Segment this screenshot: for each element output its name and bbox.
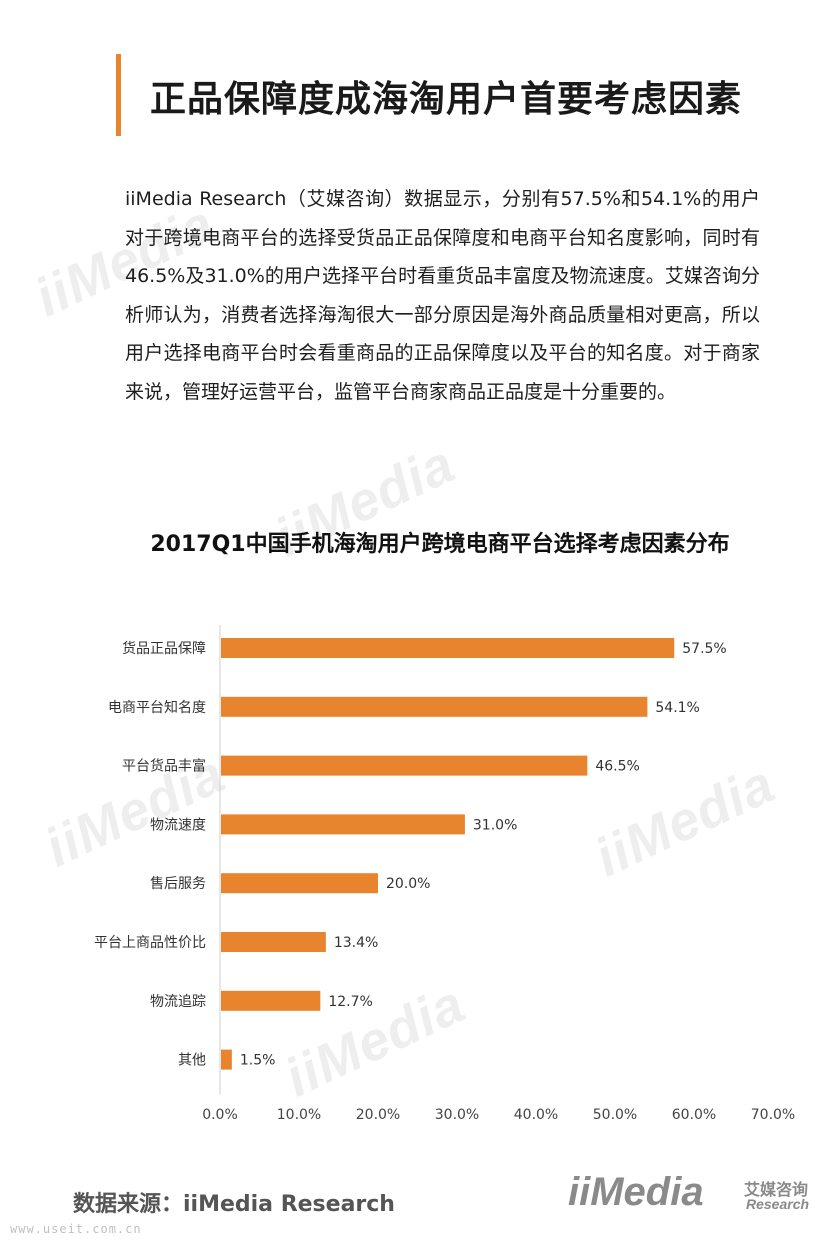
bar-chart: 货品正品保障 57.5% 电商平台知名度 54.1% 平台货品丰富 46.5% 物流速度 31… <box>94 625 795 1123</box>
value-label: 31.0% <box>473 817 517 833</box>
intro-paragraph: iiMedia Research（艾媒咨询）数据显示，分别有57.5%和54.1… <box>125 188 760 403</box>
value-label: 46.5% <box>595 759 639 775</box>
value-label: 20.0% <box>386 876 430 892</box>
x-tick-label: 70.0% <box>751 1107 795 1123</box>
website-watermark: www.useit.com.cn <box>10 1222 142 1236</box>
value-label: 13.4% <box>334 935 378 951</box>
value-label: 54.1% <box>655 700 699 716</box>
category-label: 货品正品保障 <box>122 640 206 657</box>
data-source: 数据来源：iiMedia Research <box>73 1192 395 1217</box>
logo-chinese-text: 艾媒咨询 <box>744 1180 809 1199</box>
value-label: 57.5% <box>682 641 726 657</box>
x-tick-label: 50.0% <box>593 1107 637 1123</box>
x-tick-label: 60.0% <box>672 1107 716 1123</box>
bar <box>221 696 648 717</box>
bar <box>221 755 588 776</box>
x-tick-label: 0.0% <box>202 1107 238 1123</box>
value-label: 12.7% <box>328 994 372 1010</box>
page-title: 正品保障度成海淘用户首要考虑因素 <box>150 79 743 120</box>
category-label: 平台上商品性价比 <box>94 935 206 951</box>
iimedia-logo: iiMedia 艾媒咨询 Research <box>568 1170 818 1230</box>
category-label: 物流速度 <box>150 817 206 833</box>
category-label: 电商平台知名度 <box>108 699 206 716</box>
bar <box>221 990 321 1011</box>
category-label: 平台货品丰富 <box>122 758 206 775</box>
category-label: 其他 <box>178 1053 206 1069</box>
x-tick-label: 20.0% <box>356 1107 400 1123</box>
bar <box>221 814 465 835</box>
category-label: 售后服务 <box>150 876 206 892</box>
category-label: 物流追踪 <box>150 994 206 1010</box>
chart-title: 2017Q1中国手机海淘用户跨境电商平台选择考虑因素分布 <box>150 532 730 557</box>
value-label: 1.5% <box>240 1053 276 1069</box>
x-tick-label: 10.0% <box>277 1107 321 1123</box>
x-tick-label: 30.0% <box>435 1107 479 1123</box>
title-accent-bar <box>116 54 121 136</box>
logo-english-text: Research <box>746 1196 810 1212</box>
logo-mark: iiMedia <box>568 1170 704 1214</box>
x-tick-label: 40.0% <box>514 1107 558 1123</box>
bar <box>221 873 378 894</box>
bar <box>221 1049 232 1070</box>
bar <box>221 932 326 952</box>
bar <box>221 638 675 658</box>
